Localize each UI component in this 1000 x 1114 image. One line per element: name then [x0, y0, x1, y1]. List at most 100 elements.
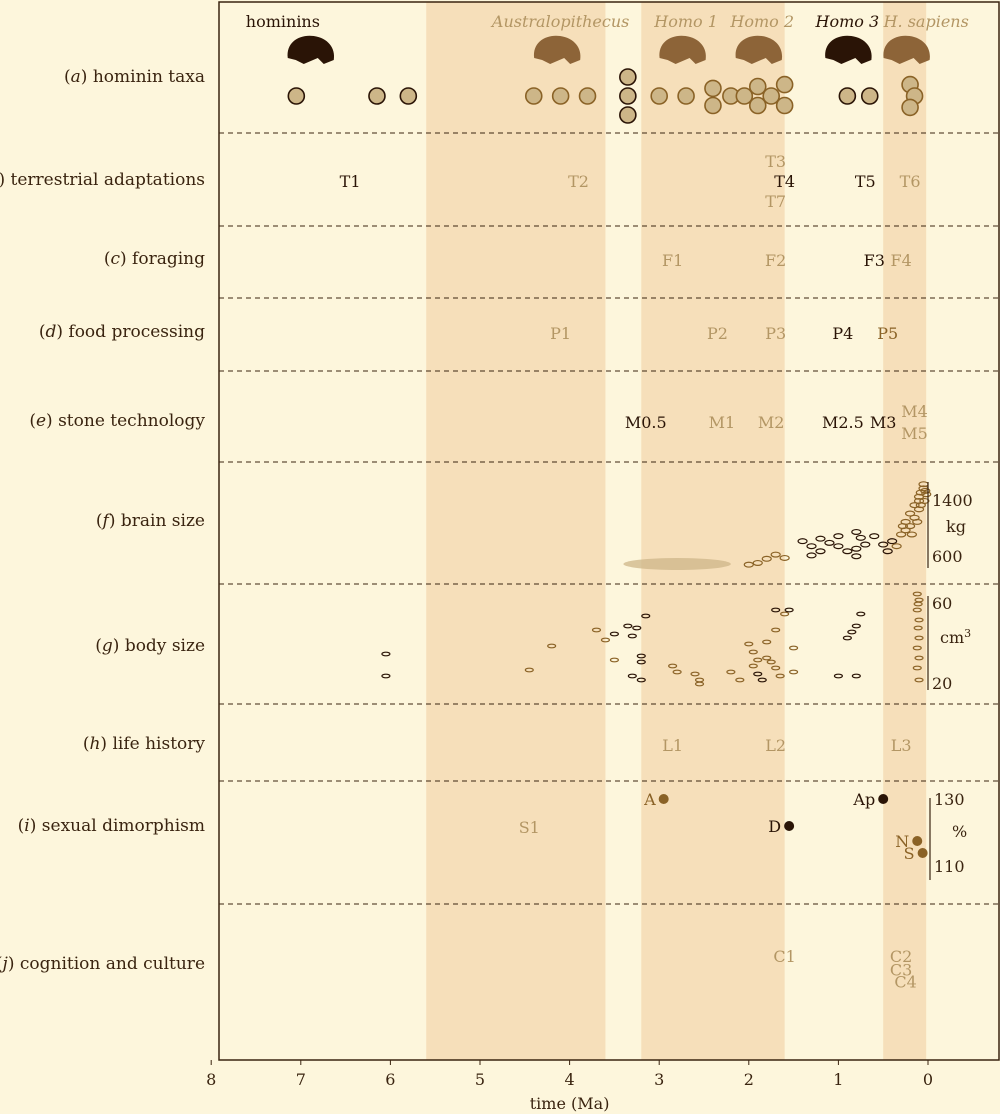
body-size-point	[913, 625, 923, 631]
brain-size-point	[860, 541, 871, 548]
trait-code: F4	[890, 251, 911, 270]
brain-size-point	[806, 552, 817, 559]
trait-code: T1	[340, 172, 361, 191]
body-size-point	[762, 655, 772, 661]
x-tick-label: 0	[923, 1070, 933, 1089]
body-size-point	[748, 663, 758, 669]
dimorphism-label: S	[904, 844, 915, 863]
time-band	[883, 2, 927, 1060]
body-size-point	[788, 669, 799, 675]
brain-size-point	[752, 559, 763, 566]
taxon-marker	[578, 87, 597, 105]
brain-size-point	[855, 534, 866, 541]
dimorphism-tick: 110	[934, 857, 965, 876]
skull-icon	[883, 35, 930, 64]
brain-size-point	[920, 487, 931, 494]
trait-code: T4	[774, 172, 795, 191]
body-size-point	[784, 607, 794, 613]
brain-size-point	[896, 531, 907, 538]
brain-size-point	[851, 528, 862, 535]
body-size-point	[856, 611, 866, 617]
trait-code: M2.5	[822, 413, 864, 432]
body-size-point	[842, 635, 852, 641]
trait-code: C2	[890, 947, 912, 966]
brain-size-point	[815, 548, 826, 555]
body-size-point	[757, 677, 767, 683]
brain-size-point	[921, 491, 932, 498]
taxon-marker	[619, 87, 637, 105]
row-label-j: (j) cognition and culture	[0, 954, 205, 974]
brain-size-point	[897, 523, 909, 530]
body-size-point	[771, 607, 781, 613]
group-label: Homo 1	[653, 12, 718, 31]
body-size-point	[753, 671, 763, 677]
trait-code: T3	[765, 152, 786, 171]
taxon-marker	[287, 87, 306, 105]
body-size-point	[788, 645, 799, 651]
brain-size-point	[779, 554, 790, 561]
dimorphism-point	[658, 794, 669, 804]
row-label-e: (e) stone technology	[29, 411, 205, 431]
trait-code: P5	[877, 324, 898, 343]
taxon-marker	[677, 87, 695, 105]
brain-size-point	[761, 555, 772, 562]
trait-code: P1	[550, 324, 571, 343]
brain-size-point	[833, 543, 844, 550]
time-band	[426, 2, 606, 1060]
row-label-g: (g) body size	[95, 636, 205, 656]
body-size-point	[609, 657, 620, 663]
group-label: Homo 3	[815, 12, 880, 31]
trait-code: M0.5	[625, 413, 667, 432]
brain-size-point	[797, 538, 808, 545]
row-label-a: (a) hominin taxa	[64, 67, 205, 87]
brain-size-point	[909, 502, 920, 509]
skull-icon	[735, 35, 783, 64]
body-size-point	[668, 663, 678, 669]
brain-size-point	[842, 548, 853, 555]
body-size-point	[735, 677, 745, 683]
skull-icon	[287, 35, 335, 64]
taxon-marker	[524, 87, 543, 105]
body-size-point	[748, 649, 758, 655]
body-size-tick: 60	[932, 594, 952, 613]
taxon-marker	[901, 98, 919, 117]
brain-size-point	[887, 538, 898, 545]
group-label: Australopithecus	[490, 12, 629, 31]
body-size-point	[847, 629, 857, 635]
body-size-point	[762, 639, 772, 645]
body-size-point	[672, 669, 682, 675]
dimorphism-label: Ap	[852, 790, 875, 809]
trait-code: F2	[765, 251, 786, 270]
trait-code: C1	[773, 947, 795, 966]
dimorphism-point	[784, 821, 795, 831]
body-size-point	[641, 613, 651, 619]
skull-icon	[825, 35, 872, 64]
body-size-point	[632, 625, 642, 631]
body-size-point	[771, 665, 781, 671]
trait-code: T2	[568, 172, 589, 191]
trait-code: M1	[709, 413, 736, 432]
body-size-point	[912, 645, 922, 651]
taxon-marker	[650, 87, 669, 105]
row-label-f: (f) brain size	[95, 511, 205, 531]
taxon-marker	[368, 87, 386, 105]
trait-code: T6	[900, 172, 921, 191]
body-size-point	[690, 671, 700, 677]
taxon-marker	[775, 75, 794, 94]
brain-size-point	[869, 533, 880, 540]
taxon-marker	[838, 87, 857, 105]
trait-code: T7	[765, 192, 786, 211]
taxon-marker	[748, 77, 767, 96]
brain-size-tick: 1400	[932, 491, 973, 510]
brain-size-point	[904, 510, 916, 517]
brain-size-point	[815, 535, 826, 542]
body-size-unit: cm3	[940, 627, 971, 647]
body-size-point	[547, 643, 557, 649]
body-size-point	[912, 591, 922, 597]
trait-code: P3	[765, 324, 786, 343]
trait-code: T5	[855, 172, 876, 191]
trait-code: M5	[901, 424, 928, 443]
taxon-marker	[551, 87, 570, 105]
body-size-point	[766, 659, 776, 665]
brain-size-point	[904, 523, 916, 530]
